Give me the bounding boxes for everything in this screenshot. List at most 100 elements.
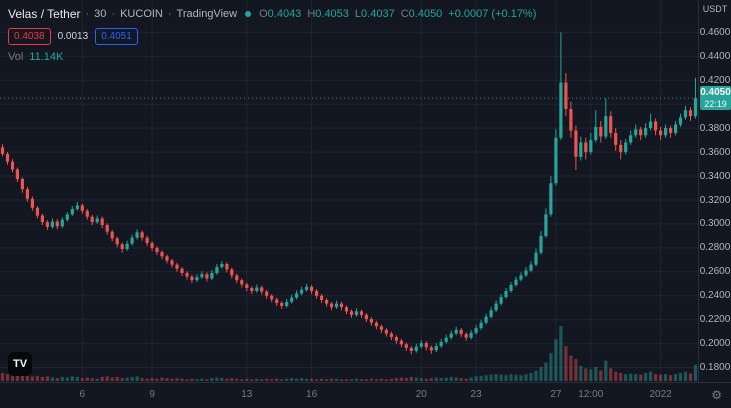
volume-bar <box>155 378 159 381</box>
volume-bar <box>479 375 483 381</box>
volume-bar <box>50 377 54 381</box>
volume-bar <box>349 379 354 381</box>
candle-body <box>105 225 109 232</box>
candle-body <box>305 286 309 290</box>
candle-body <box>10 161 15 170</box>
bar-countdown: 22:19 <box>704 99 727 110</box>
candle-body <box>569 109 573 131</box>
candle-body <box>579 142 583 157</box>
candle-body <box>70 209 74 215</box>
volume-bar <box>559 326 563 381</box>
candle-body <box>469 332 473 338</box>
volume-bar <box>464 378 468 381</box>
provider-label[interactable]: TradingView <box>176 8 238 20</box>
price-tick-label: 0.3800 <box>699 122 731 134</box>
volume-bar <box>125 377 129 381</box>
candle-body <box>564 82 568 109</box>
volume-bar <box>175 378 179 381</box>
candle-body <box>195 277 199 281</box>
last-price-value: 0.4050 <box>700 87 731 99</box>
candle-body <box>250 288 254 291</box>
volume-bar <box>250 379 254 381</box>
candle-body <box>369 319 373 323</box>
volume-bar <box>579 365 583 381</box>
volume-bar <box>374 379 378 381</box>
candle-body <box>65 214 69 220</box>
candle-body <box>594 126 598 141</box>
candle-body <box>140 232 144 238</box>
volume-bar <box>669 375 673 381</box>
market-status-dot <box>245 11 252 17</box>
volume-bar <box>354 378 359 381</box>
candle-body <box>30 198 34 208</box>
volume-bar <box>619 372 623 381</box>
exchange-label[interactable]: KUCOIN <box>120 8 163 20</box>
candle-body <box>75 205 79 209</box>
candle-body <box>424 343 428 348</box>
volume-bar <box>75 376 79 381</box>
candlestick-chart[interactable] <box>0 0 698 382</box>
volume-bar <box>569 355 573 381</box>
candle-body <box>280 303 284 306</box>
price-tick-label: 0.3400 <box>699 170 731 182</box>
candle-body <box>295 293 299 298</box>
volume-bar <box>260 379 264 381</box>
candle-body <box>534 252 538 265</box>
candle-body <box>669 128 673 133</box>
time-tick-label: 23 <box>470 389 482 400</box>
time-tick-label: 13 <box>241 389 253 400</box>
volume-bar <box>639 374 643 381</box>
volume-bar <box>305 378 309 381</box>
volume-bar <box>230 378 234 381</box>
interval-label[interactable]: 30 <box>94 8 107 20</box>
volume-bar <box>85 377 89 381</box>
candle-body <box>85 210 89 217</box>
close-label: C <box>400 8 409 20</box>
candle-body <box>315 291 319 296</box>
volume-bar <box>664 374 668 381</box>
price-tick-label: 0.2000 <box>699 338 731 350</box>
candle-body <box>639 129 643 136</box>
volume-value: 11.14K <box>29 51 64 63</box>
price-tick-label: 0.3600 <box>699 146 731 158</box>
volume-bar <box>245 378 249 381</box>
volume-bar <box>220 378 224 381</box>
candle-body <box>329 303 334 308</box>
volume-bar <box>325 379 329 381</box>
candle-body <box>210 273 214 279</box>
candle-body <box>419 343 423 347</box>
volume-bar <box>70 376 74 381</box>
buy-price-button[interactable]: 0.4051 <box>95 28 138 45</box>
volume-bar <box>120 378 124 381</box>
price-axis-currency[interactable]: USDT <box>702 4 728 14</box>
close-value: 0.4050 <box>408 8 443 20</box>
gear-icon[interactable]: ⚙ <box>711 388 722 402</box>
candle-body <box>584 142 588 153</box>
candle-body <box>310 286 314 291</box>
volume-bar <box>235 378 239 381</box>
volume-label: Vol <box>8 51 24 63</box>
volume-bar <box>170 378 174 381</box>
candle-body <box>260 287 264 292</box>
candle-body <box>344 307 349 312</box>
sell-price-button[interactable]: 0.4038 <box>8 28 51 45</box>
candle-body <box>389 333 393 338</box>
tradingview-logo[interactable]: TV <box>8 352 32 376</box>
candle-body <box>205 274 209 279</box>
volume-bar <box>489 374 493 381</box>
volume-bar <box>409 376 413 381</box>
volume-bar <box>285 378 289 381</box>
volume-bar <box>205 379 209 381</box>
time-axis[interactable]: 6 9 13 16 20 23 27 12:00 2022 ⚙ <box>0 382 731 408</box>
symbol-title[interactable]: Velas / Tether <box>8 7 81 21</box>
volume-bar <box>100 376 104 381</box>
volume-bar <box>55 378 59 381</box>
candle-body <box>544 214 548 236</box>
candle-body <box>474 328 478 333</box>
volume-bar <box>499 374 503 381</box>
volume-bar <box>45 376 49 381</box>
candle-body <box>519 275 523 280</box>
candle-body <box>190 276 194 281</box>
candle-body <box>175 264 179 269</box>
price-axis[interactable]: USDT 0.46000.44000.42000.40000.38000.360… <box>698 0 731 382</box>
